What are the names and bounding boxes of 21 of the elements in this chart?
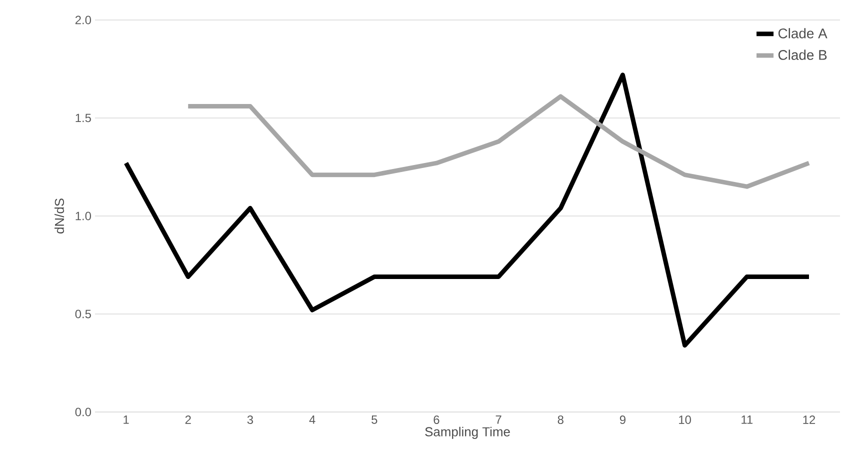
y-tick-label: 0.5 bbox=[75, 310, 91, 318]
y-tick-label: 0.0 bbox=[75, 408, 92, 416]
x-tick-label: 11 bbox=[742, 416, 753, 424]
legend-label: Clade A bbox=[778, 28, 828, 38]
y-tick-label: 2.0 bbox=[75, 16, 92, 24]
x-tick-label: 9 bbox=[620, 416, 626, 424]
x-tick-label: 12 bbox=[803, 416, 816, 424]
x-tick-label: 6 bbox=[434, 416, 440, 424]
x-tick-label: 10 bbox=[679, 416, 691, 424]
x-tick-label: 2 bbox=[185, 416, 191, 424]
y-tick-label: 1.0 bbox=[76, 212, 92, 220]
legend-label: Clade B bbox=[778, 50, 827, 60]
x-tick-label: 4 bbox=[309, 416, 316, 424]
y-tick-label: 1.5 bbox=[76, 114, 91, 122]
x-axis-title: Sampling Time bbox=[425, 426, 510, 439]
x-tick-label: 5 bbox=[372, 416, 378, 424]
y-axis-title: dN/dS bbox=[54, 198, 64, 234]
x-tick-label: 7 bbox=[496, 416, 502, 424]
x-tick-label: 3 bbox=[247, 416, 254, 424]
x-tick-label: 1 bbox=[124, 416, 129, 424]
x-tick-label: 8 bbox=[558, 416, 564, 424]
